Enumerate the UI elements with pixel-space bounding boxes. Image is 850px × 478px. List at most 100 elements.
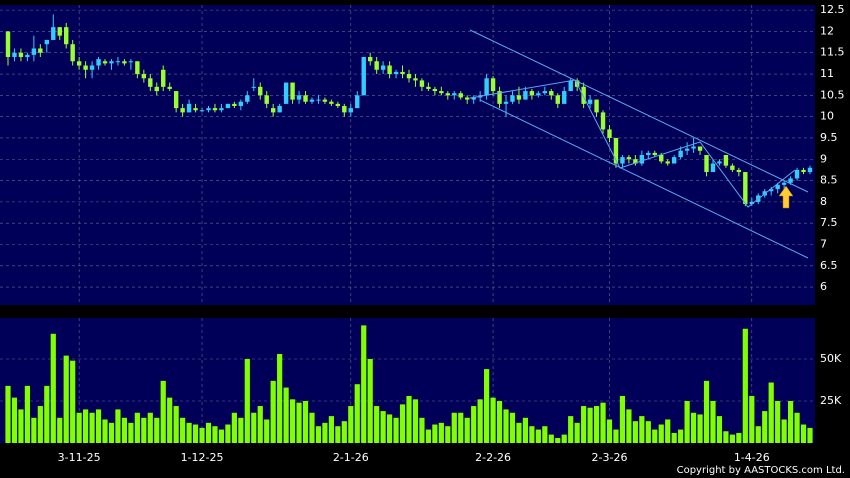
candle-body <box>633 159 638 164</box>
y-tick-label: 8 <box>820 195 827 208</box>
volume-bar <box>289 399 296 443</box>
candle-body <box>600 112 606 130</box>
volume-bar <box>76 412 82 443</box>
candle-body <box>109 61 114 64</box>
volume-bar <box>386 414 393 443</box>
volume-bar <box>555 437 561 443</box>
candle-body <box>57 27 62 36</box>
volume-bar <box>755 426 761 443</box>
candle-body <box>238 101 244 106</box>
candle-body <box>251 86 256 88</box>
candle-body <box>277 105 282 113</box>
volume-bar <box>438 422 444 443</box>
volume-bar <box>800 424 807 443</box>
volume-bar <box>807 427 813 443</box>
volume-bar <box>244 358 250 443</box>
candle-body <box>270 108 276 113</box>
volume-bar <box>697 414 703 443</box>
candle-body <box>671 157 677 164</box>
candle-body <box>781 182 787 185</box>
candle-body <box>102 61 108 64</box>
candle-body <box>801 169 806 173</box>
candle-body <box>484 78 489 96</box>
candle-body <box>96 59 101 66</box>
candle-body <box>148 78 153 87</box>
candle-body <box>684 148 690 151</box>
x-tick-label: 3-11-25 <box>58 451 101 464</box>
volume-bar <box>690 412 697 443</box>
volume-bar <box>354 384 360 443</box>
x-tick-label: 2-1-26 <box>333 451 369 464</box>
volume-bar <box>645 421 651 443</box>
candle-body <box>322 99 328 102</box>
volume-bar <box>749 395 755 443</box>
volume-bar <box>121 417 128 443</box>
volume-tick-label: 25K <box>820 394 842 407</box>
candle-body <box>607 129 612 138</box>
x-tick-label: 2-3-26 <box>592 451 628 464</box>
volume-bar <box>484 369 490 443</box>
candle-body <box>367 56 373 62</box>
candle-body <box>212 108 218 111</box>
candle-body <box>180 108 185 113</box>
candle-body <box>199 110 205 112</box>
candle-body <box>167 86 172 89</box>
arrow <box>778 185 794 209</box>
volume-bar <box>490 397 496 443</box>
volume-bar <box>671 432 677 443</box>
volume-bar <box>160 380 166 443</box>
y-tick-label: 10 <box>820 110 834 123</box>
volume-bar <box>50 333 56 443</box>
volume-bar <box>89 412 95 443</box>
volume-bar <box>613 429 619 443</box>
candle-body <box>154 86 159 92</box>
candle-body <box>12 52 17 57</box>
volume-bar <box>393 417 399 443</box>
volume-bar <box>509 412 516 443</box>
candle-body <box>652 152 657 155</box>
volume-bar <box>225 424 231 443</box>
y-tick-label: 10.5 <box>820 88 845 101</box>
candle-body <box>678 150 683 158</box>
volume-bar <box>619 395 626 443</box>
candle-body <box>161 69 166 87</box>
candle-body <box>89 65 95 70</box>
volume-bar <box>716 416 723 443</box>
y-tick-label: 9 <box>820 152 827 165</box>
volume-bar <box>44 385 50 443</box>
volume-bar <box>762 411 768 443</box>
candle-body <box>303 95 308 102</box>
candle-body <box>775 184 780 190</box>
candle-body <box>529 91 535 96</box>
volume-bar <box>264 419 270 443</box>
candle-body <box>309 99 315 102</box>
candle-body <box>232 103 237 106</box>
volume-bar <box>574 422 580 443</box>
volume-bar <box>587 407 593 443</box>
volume-bar <box>542 426 548 443</box>
volume-bar <box>348 406 354 443</box>
volume-bar <box>63 355 69 443</box>
y-tick-label: 7.5 <box>820 216 838 229</box>
volume-bar <box>787 400 794 443</box>
candle-body <box>76 61 82 66</box>
candle-body <box>264 95 269 104</box>
candle-body <box>510 95 515 102</box>
volume-bar <box>192 424 199 443</box>
candle-body <box>730 165 735 170</box>
volume-bar <box>199 427 205 443</box>
volume-bar <box>257 406 263 443</box>
candle-body <box>807 167 813 173</box>
candle-body <box>432 88 438 92</box>
candle-body <box>639 155 645 164</box>
volume-bar <box>723 431 729 443</box>
volume-bar <box>678 429 684 443</box>
candle-body <box>335 103 341 106</box>
candle-body <box>445 93 451 96</box>
volume-bar <box>270 380 276 443</box>
candle-body <box>115 61 121 63</box>
volume-bar <box>5 385 11 443</box>
candle-body <box>710 163 716 173</box>
candle-body <box>439 91 444 94</box>
candle-body <box>387 65 392 75</box>
